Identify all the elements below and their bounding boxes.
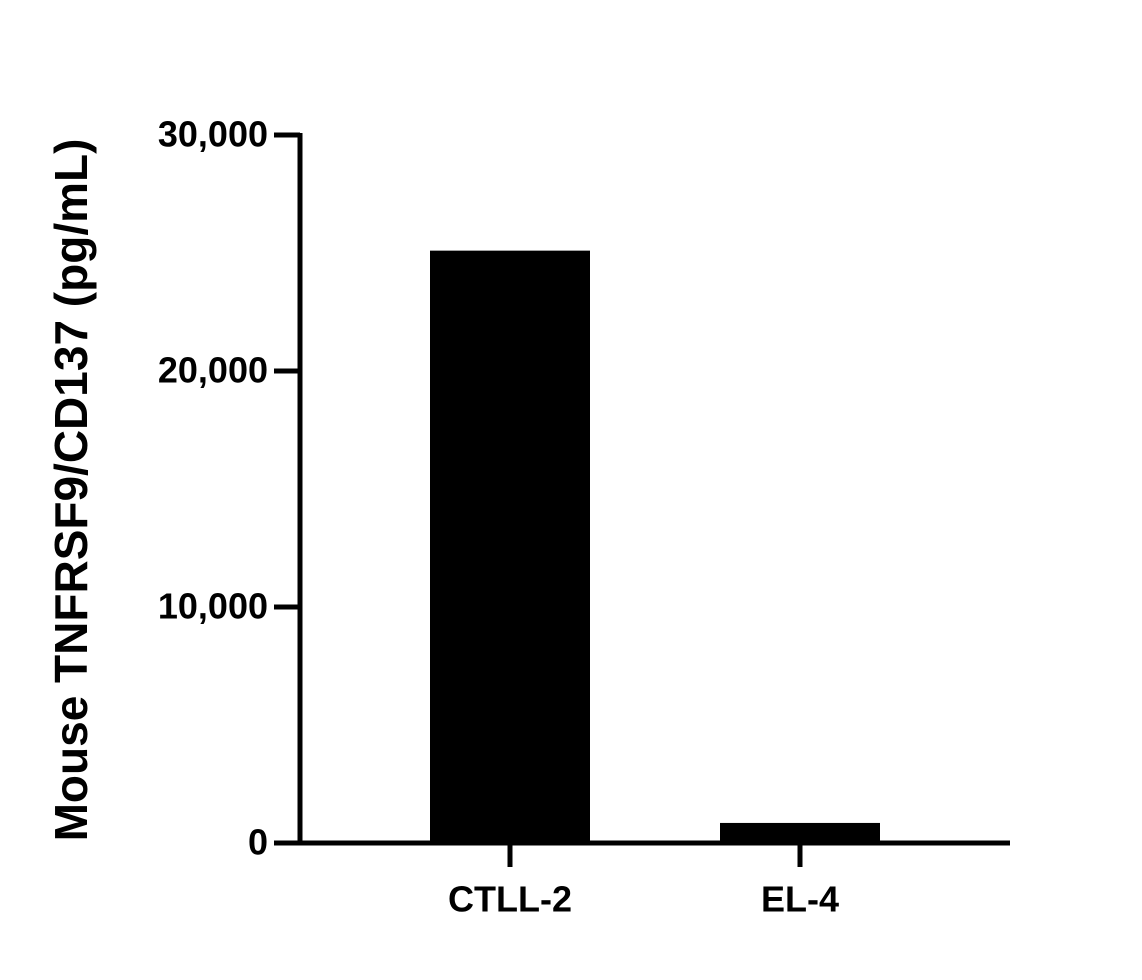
bar bbox=[720, 822, 880, 843]
y-tick-label: 20,000 bbox=[158, 350, 268, 391]
y-tick-label: 30,000 bbox=[158, 114, 268, 155]
bar bbox=[430, 250, 590, 843]
y-tick-label: 10,000 bbox=[158, 586, 268, 627]
x-tick-label: CTLL-2 bbox=[448, 879, 572, 920]
y-tick-label: 0 bbox=[248, 822, 268, 863]
y-axis-label: Mouse TNFRSF9/CD137 (pg/mL) bbox=[45, 139, 97, 842]
x-tick-label: EL-4 bbox=[761, 879, 839, 920]
